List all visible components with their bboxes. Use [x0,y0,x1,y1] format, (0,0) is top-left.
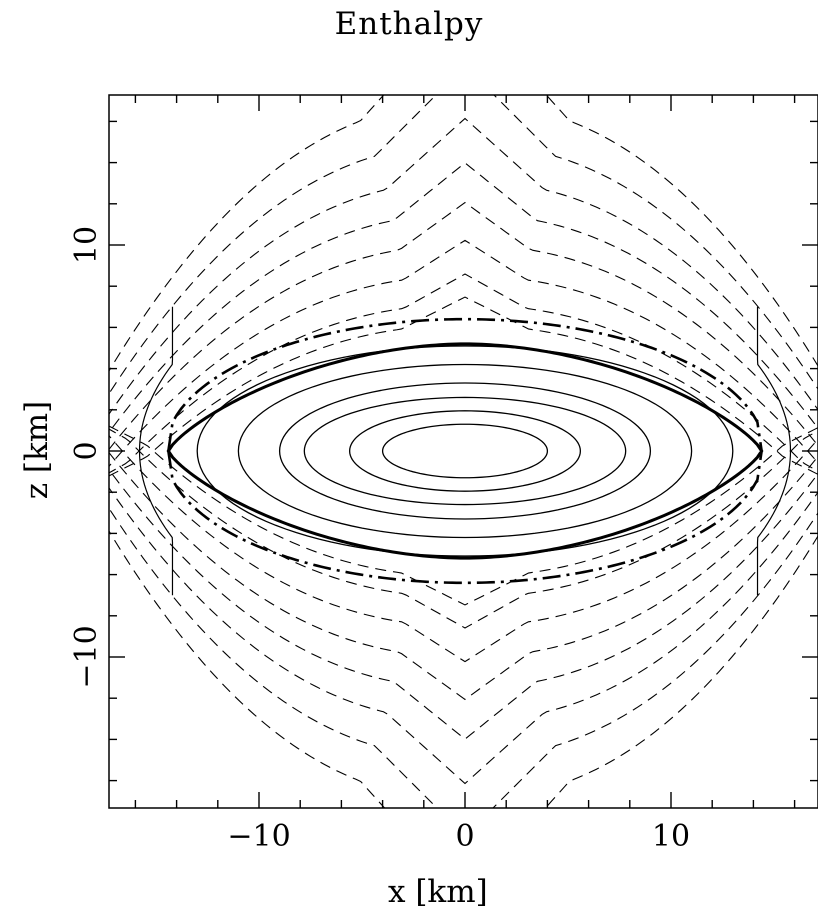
outer-contour-upper-8 [109,95,818,372]
interior-contour-1 [196,345,734,557]
outer-contour-lower-8 [109,530,818,808]
y-tick-label: 10 [69,226,104,264]
dash-dot-boundary [167,317,763,585]
outer-contour-lower-1 [109,425,818,606]
outer-contour-lower-7 [109,507,818,808]
x-tick-label: 0 [455,819,474,854]
outer-contour-upper-5 [109,162,818,434]
outer-contour-lower-2 [109,428,818,629]
outer-contour-lower-3 [109,434,818,663]
interior-contour-5 [348,410,582,492]
y-tick-label: 0 [69,441,104,460]
side-contour-left [138,306,174,596]
surface-contour [166,342,764,560]
outer-contour-upper-6 [109,117,818,416]
x-tick-label: 10 [652,819,690,854]
outer-contour-lower-6 [109,486,818,785]
x-axis-label: x [km] [388,874,488,910]
outer-contour-upper-1 [109,296,818,477]
outer-contour-upper-3 [109,239,818,468]
interior-contour-6 [381,423,549,479]
plot-frame [108,94,818,809]
outer-contour-upper-4 [109,201,818,451]
outer-contour-lower-4 [109,451,818,701]
interior-contour-3 [278,382,652,520]
interior-contour-2 [237,363,693,539]
outer-contour-upper-2 [109,273,818,474]
chart-title: Enthalpy [334,6,484,42]
y-tick-label: −10 [69,625,104,688]
side-contour-right [756,306,792,596]
outer-contour-lower-5 [109,468,818,740]
outer-contour-upper-7 [109,95,818,395]
x-tick-label: −10 [227,819,290,854]
interior-contour-4 [303,396,627,506]
